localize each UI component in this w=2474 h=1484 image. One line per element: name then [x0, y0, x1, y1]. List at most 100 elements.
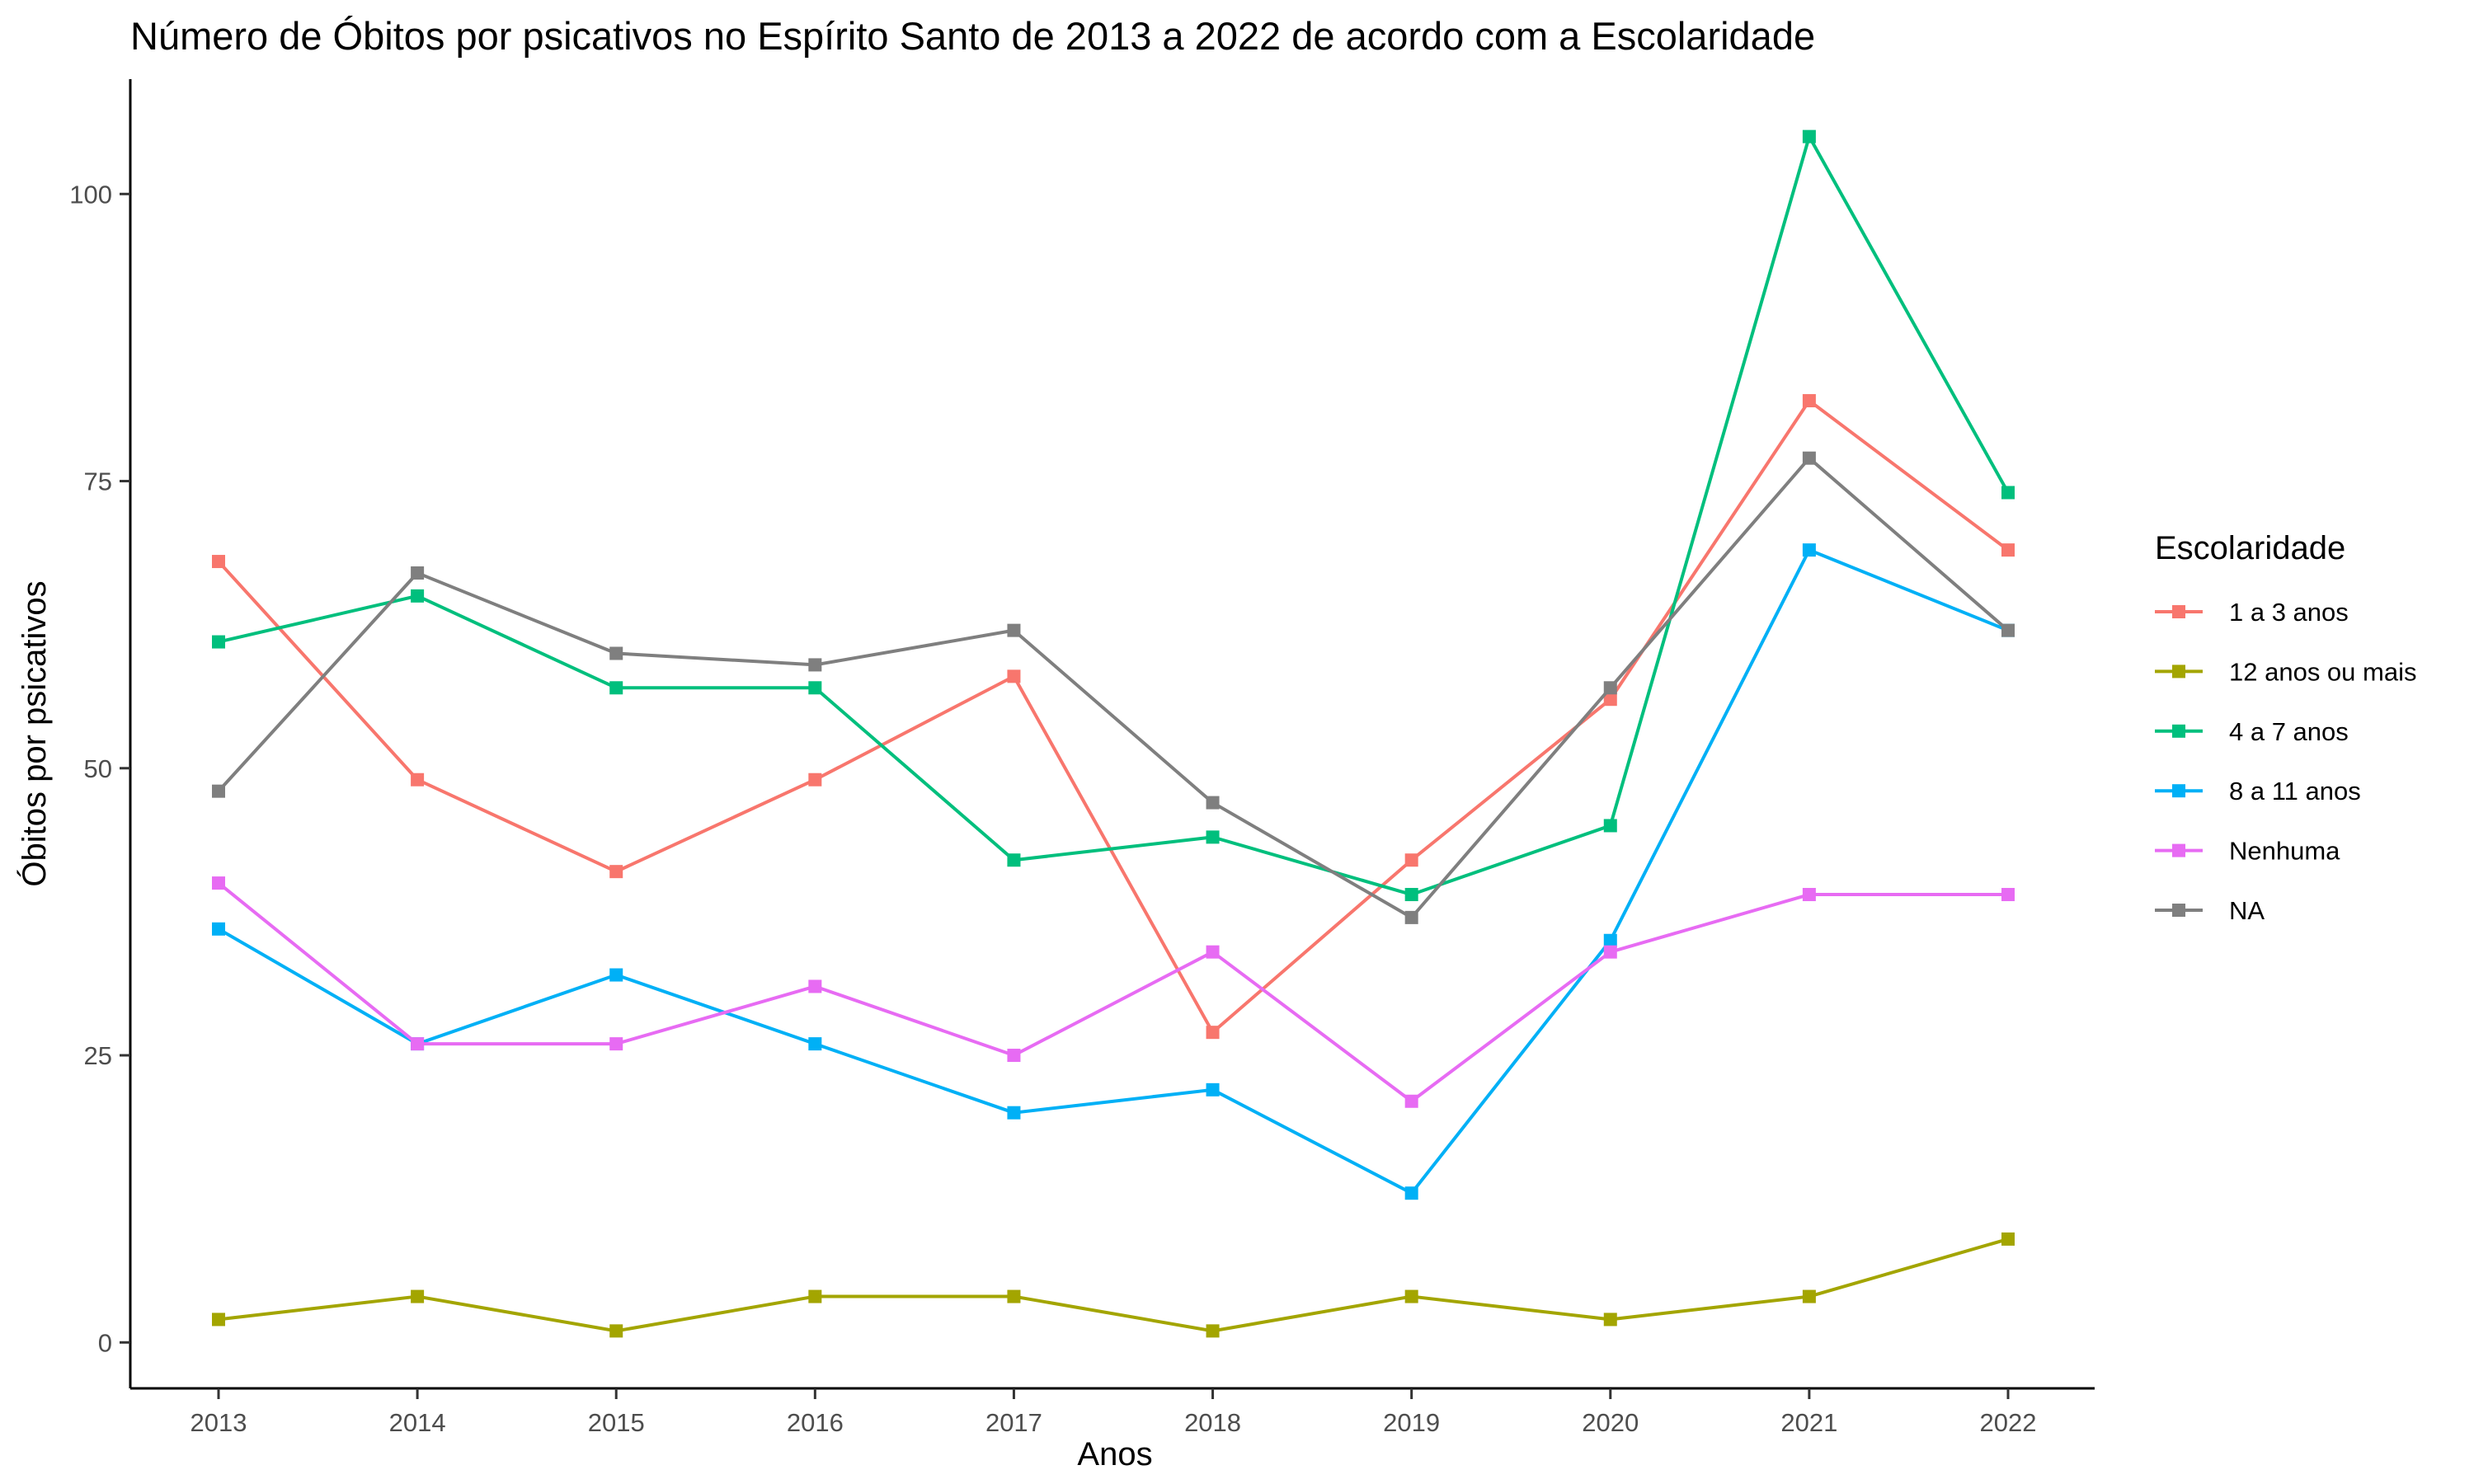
x-tick-label: 2013 [190, 1408, 247, 1437]
data-point [609, 681, 623, 695]
series-8-a-11-anos [212, 543, 2015, 1200]
data-point [1007, 1289, 1021, 1303]
legend: 1 a 3 anos 12 anos ou mais 4 a 7 anos 8 a 1… [2155, 598, 2416, 925]
data-point [1802, 394, 1816, 408]
y-tick-label: 25 [84, 1041, 112, 1070]
data-point [609, 1324, 623, 1338]
series-line [217, 456, 2010, 919]
data-point [808, 658, 822, 672]
series-12-anos-ou-mais [212, 1232, 2015, 1338]
data-point [1206, 1026, 1220, 1040]
data-point [609, 865, 623, 879]
data-point [411, 773, 425, 787]
legend-item: NA [2155, 896, 2265, 925]
x-axis-title: Anos [1077, 1436, 1152, 1472]
data-point [1206, 1082, 1220, 1097]
series-line [218, 1237, 2009, 1333]
legend-label: 4 a 7 anos [2229, 717, 2349, 746]
data-point [212, 1313, 225, 1327]
data-point [2001, 1232, 2015, 1246]
y-tick-label: 0 [98, 1328, 112, 1357]
series-line [217, 548, 2009, 1195]
data-point [2001, 486, 2015, 500]
data-point [808, 979, 822, 993]
data-point [2001, 623, 2015, 637]
data-point [1802, 543, 1816, 557]
data-point [1404, 1094, 1418, 1108]
x-tick-label: 2015 [588, 1408, 645, 1437]
legend-key-marker [2172, 724, 2185, 738]
data-point [1603, 945, 1617, 959]
series-layer [212, 129, 2015, 1338]
x-tick-label: 2014 [389, 1408, 446, 1437]
data-point [411, 589, 425, 603]
data-point [1007, 669, 1021, 683]
data-point [808, 1037, 822, 1051]
data-point [212, 922, 225, 936]
data-point [2001, 543, 2015, 557]
data-point [1404, 1186, 1418, 1200]
data-point [808, 681, 822, 695]
data-point [2001, 888, 2015, 902]
data-point [1404, 853, 1418, 867]
data-point [1404, 910, 1418, 924]
data-point [1206, 830, 1220, 844]
plot-area: 2013 2014 2015 2016 2017 2018 2019 2020 2021 2022… [69, 79, 2095, 1437]
data-point [609, 646, 623, 660]
data-point [212, 876, 225, 890]
y-axis-title: Óbitos por psicativos [16, 580, 53, 886]
y-tick-label: 75 [84, 467, 112, 496]
data-point [212, 784, 225, 798]
data-point [808, 773, 822, 787]
data-point [212, 555, 225, 569]
data-point [1404, 888, 1418, 902]
legend-item: Nenhuma [2155, 837, 2340, 866]
data-point [1007, 623, 1021, 637]
data-point [411, 1289, 425, 1303]
legend-label: NA [2229, 896, 2265, 925]
data-point [1802, 129, 1816, 143]
data-point [609, 968, 623, 982]
data-point [1802, 1289, 1816, 1303]
series-na [212, 451, 2015, 924]
data-point [1603, 819, 1617, 833]
y-tick-label: 50 [84, 754, 112, 783]
x-tick-label: 2016 [787, 1408, 844, 1437]
x-tick-label: 2021 [1780, 1408, 1837, 1437]
legend-item: 1 a 3 anos [2155, 598, 2349, 627]
legend-key-marker [2172, 784, 2185, 798]
legend-title: Escolaridade [2155, 530, 2345, 566]
x-tick-label: 2017 [985, 1408, 1042, 1437]
legend-key-marker [2172, 904, 2185, 917]
data-point [411, 566, 425, 580]
data-point [1007, 1106, 1021, 1120]
data-point [609, 1037, 623, 1051]
series-nenhuma [212, 876, 2015, 1108]
series-1-a-3-anos [212, 394, 2015, 1040]
legend-key-marker [2172, 605, 2185, 618]
data-point [1603, 933, 1617, 947]
data-point [1007, 1049, 1021, 1063]
legend-label: Nenhuma [2229, 837, 2340, 866]
legend-item: 8 a 11 anos [2155, 777, 2361, 805]
y-tick-label: 100 [69, 180, 112, 209]
x-tick-label: 2019 [1383, 1408, 1440, 1437]
x-tick-label: 2018 [1184, 1408, 1241, 1437]
data-point [1404, 1289, 1418, 1303]
data-point [1206, 945, 1220, 959]
data-point [1206, 1324, 1220, 1338]
series-line [217, 881, 2008, 1103]
series-line [217, 399, 2010, 1035]
legend-item: 12 anos ou mais [2155, 657, 2416, 686]
data-point [1603, 693, 1617, 707]
legend-label: 12 anos ou mais [2229, 657, 2416, 686]
legend-label: 8 a 11 anos [2229, 777, 2361, 805]
data-point [808, 1289, 822, 1303]
legend-label: 1 a 3 anos [2229, 598, 2349, 627]
series-line [218, 134, 2010, 897]
data-point [411, 1037, 425, 1051]
x-tick-label: 2020 [1582, 1408, 1639, 1437]
legend-item: 4 a 7 anos [2155, 717, 2349, 746]
data-point [212, 635, 225, 649]
